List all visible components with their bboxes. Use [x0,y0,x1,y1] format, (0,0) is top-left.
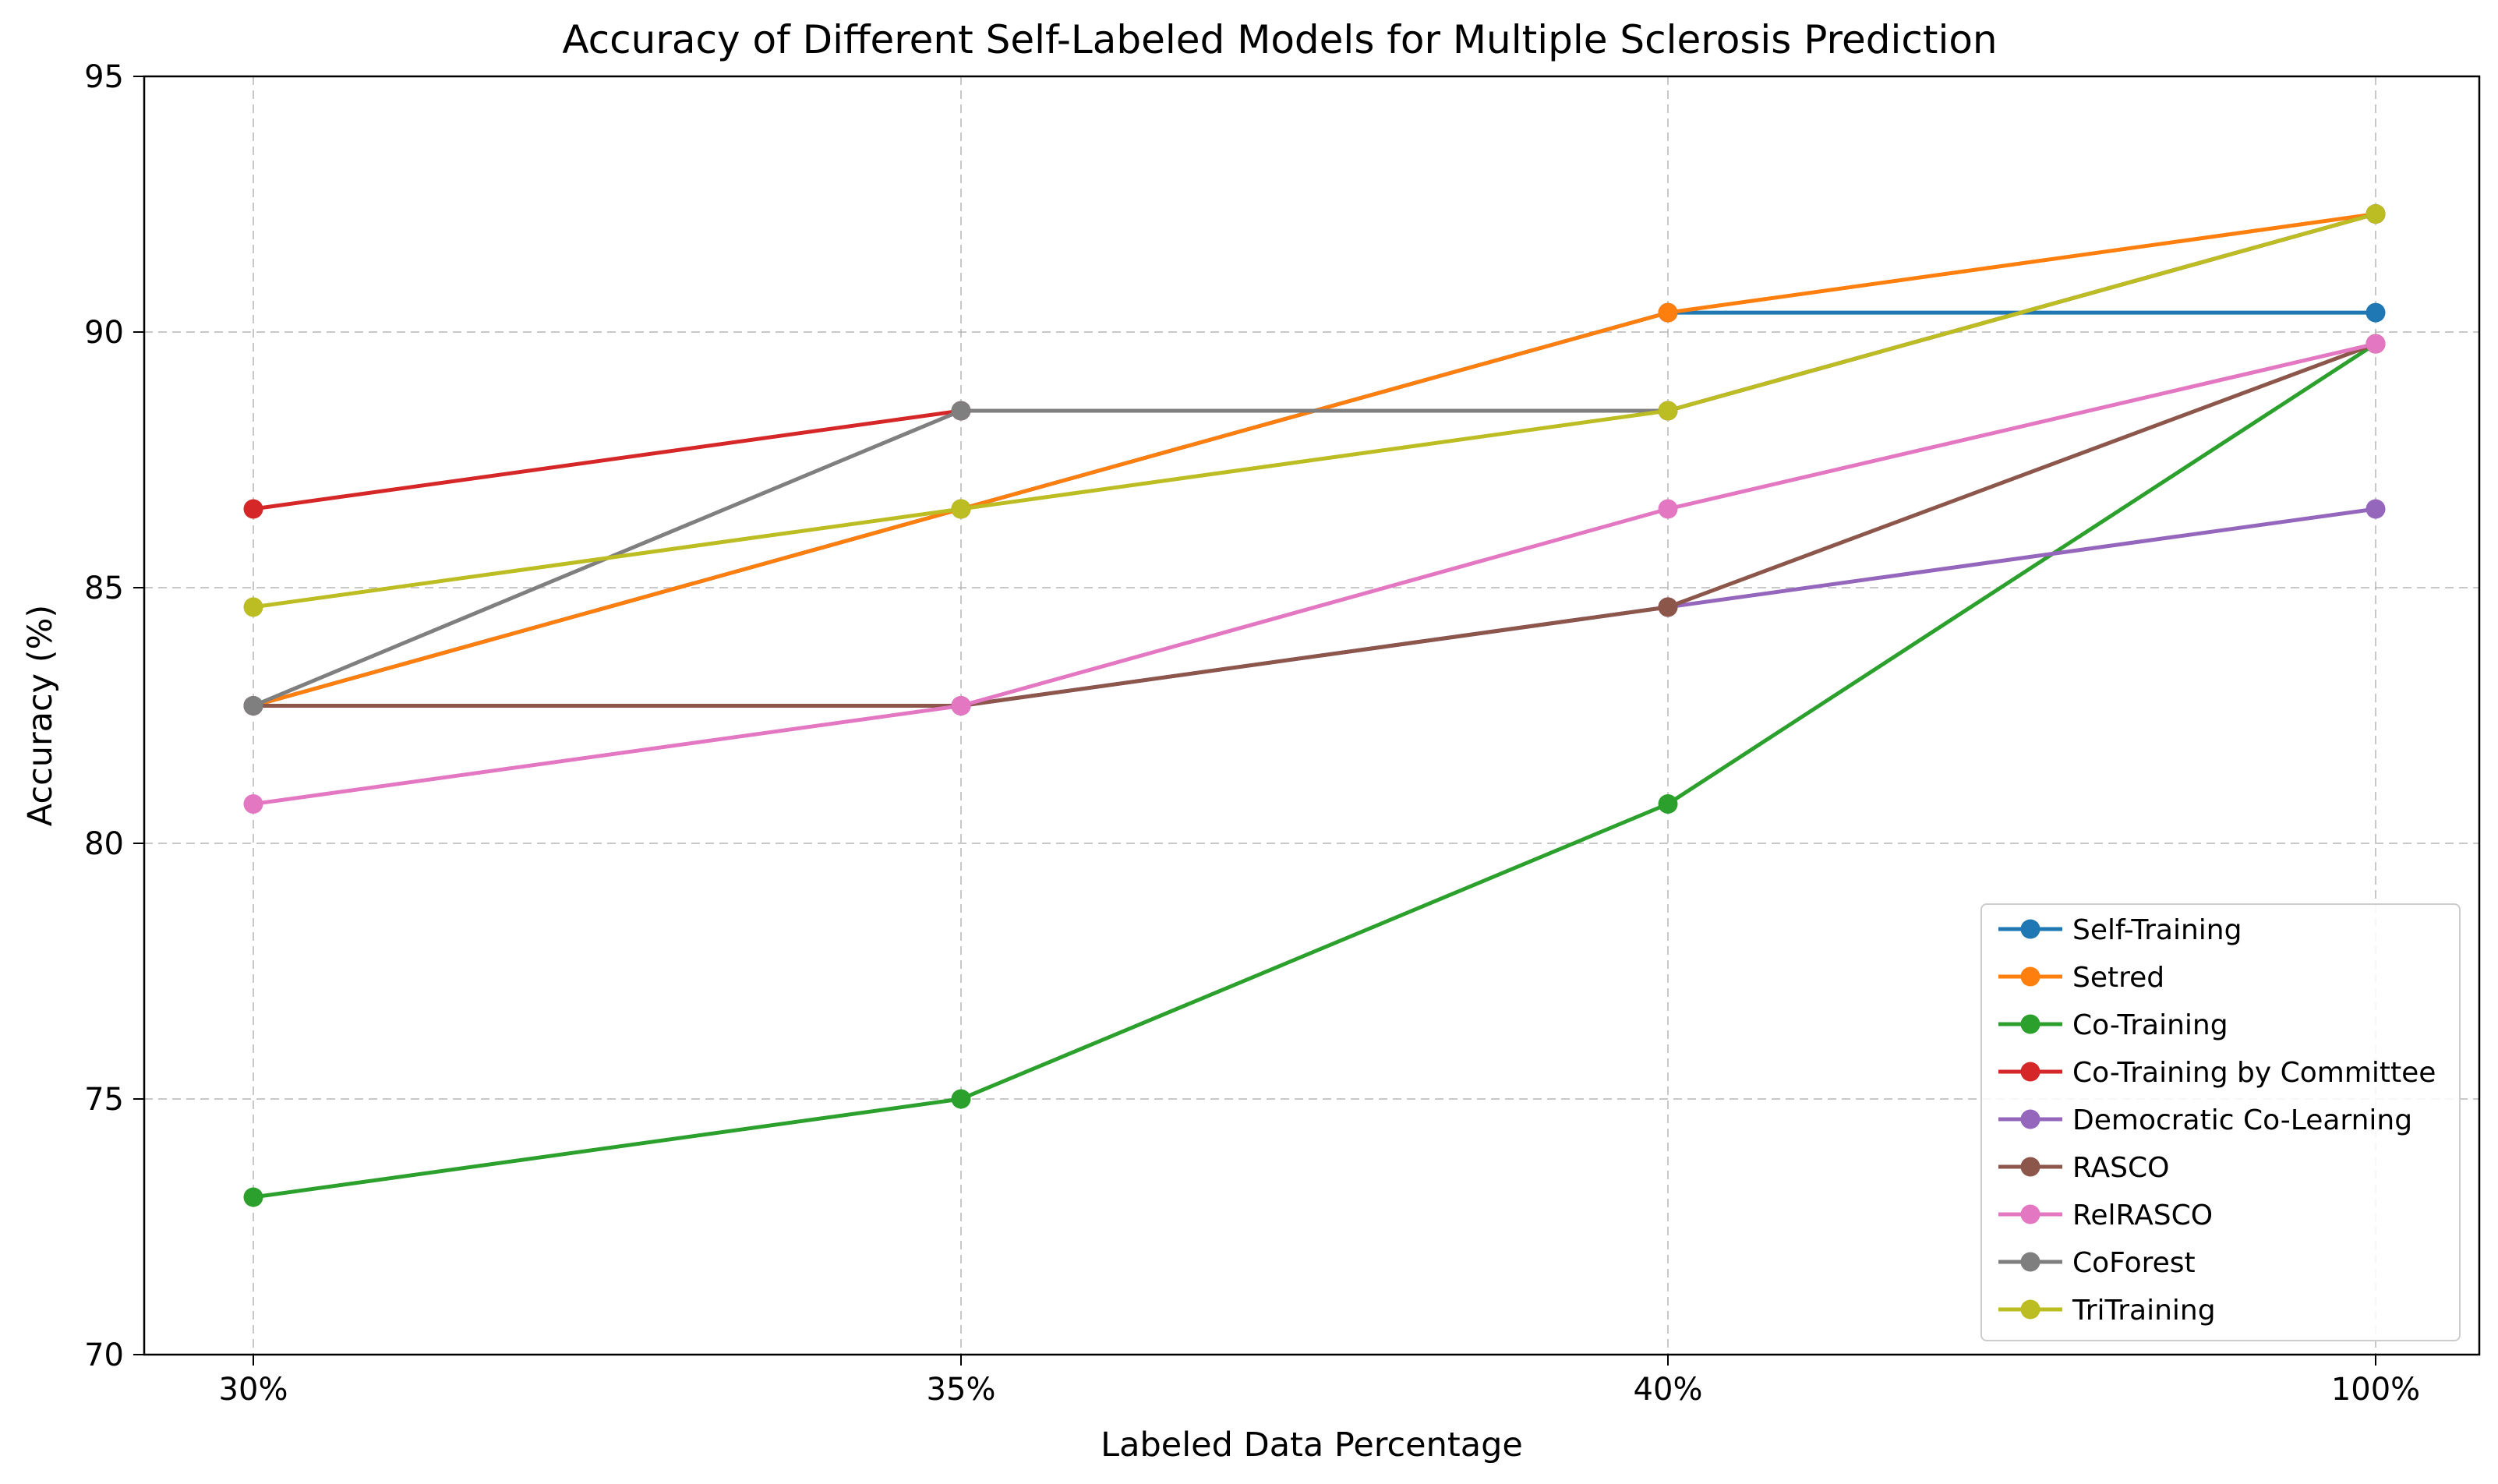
plot-frame [143,75,2481,1356]
y-tick-label: 85 [84,571,124,606]
legend-label: Co-Training by Committee [2072,1057,2436,1089]
legend-marker [2020,1204,2040,1224]
series-line [253,212,2376,610]
legend-marker [2020,1062,2040,1082]
data-point [243,794,263,814]
x-tick-label: 30% [219,1372,288,1408]
x-tick-label: 100% [2331,1372,2420,1408]
legend-label: Co-Training [2072,1009,2228,1041]
legend: Self-Training Setred Co-Training Co-Trainin… [1980,903,2461,1341]
series-line [253,341,2376,708]
data-point [1658,499,1678,519]
data-point [1658,401,1678,421]
data-point [951,696,971,716]
series-line [253,341,2376,806]
data-point [243,597,263,617]
data-point [2366,499,2386,519]
data-point [2366,204,2386,224]
y-tick-label: 95 [84,59,124,95]
legend-label: Self-Training [2072,914,2242,946]
data-point [951,401,971,421]
y-tick-label: 70 [84,1337,124,1373]
x-axis-label: Labeled Data Percentage [1101,1426,1523,1465]
legend-label: CoForest [2072,1247,2196,1279]
legend-label: RelRASCO [2072,1200,2213,1231]
legend-marker [2020,1299,2040,1320]
data-point [1658,302,1678,323]
legend-marker [2020,1014,2040,1034]
legend-label: Democratic Co-Learning [2072,1104,2412,1136]
data-point [243,1187,263,1207]
series-markers [243,204,2386,1207]
chart-title: Accuracy of Different Self-Labeled Model… [562,17,1997,62]
legend-marker [2020,919,2040,939]
x-tick-label: 40% [1634,1372,1703,1408]
y-axis-label: Accuracy (%) [21,605,60,826]
y-tick-label: 80 [84,826,124,862]
data-point [1658,794,1678,814]
legend-label: RASCO [2072,1152,2170,1184]
series-line [253,342,2377,1200]
legend-marker [2020,1252,2040,1272]
y-axis-ticks: 70 75 80 85 90 95 [84,59,144,1373]
data-point [951,499,971,519]
y-tick-label: 90 [84,315,124,351]
x-tick-label: 35% [927,1372,996,1408]
legend-label: TriTraining [2072,1295,2216,1327]
legend-box [1980,903,2461,1341]
data-point [951,1089,971,1109]
legend-marker [2020,966,2040,987]
x-axis-ticks: 30% 35% 40% 100% [219,1355,2420,1408]
data-point [2366,334,2386,354]
y-tick-label: 75 [84,1082,124,1118]
data-point [243,696,263,716]
data-point [243,499,263,519]
series-lines [253,212,2377,1200]
legend-marker [2020,1109,2040,1129]
data-point [1658,597,1678,617]
data-point [2366,302,2386,323]
legend-label: Setred [2072,962,2164,994]
legend-marker [2020,1157,2040,1177]
